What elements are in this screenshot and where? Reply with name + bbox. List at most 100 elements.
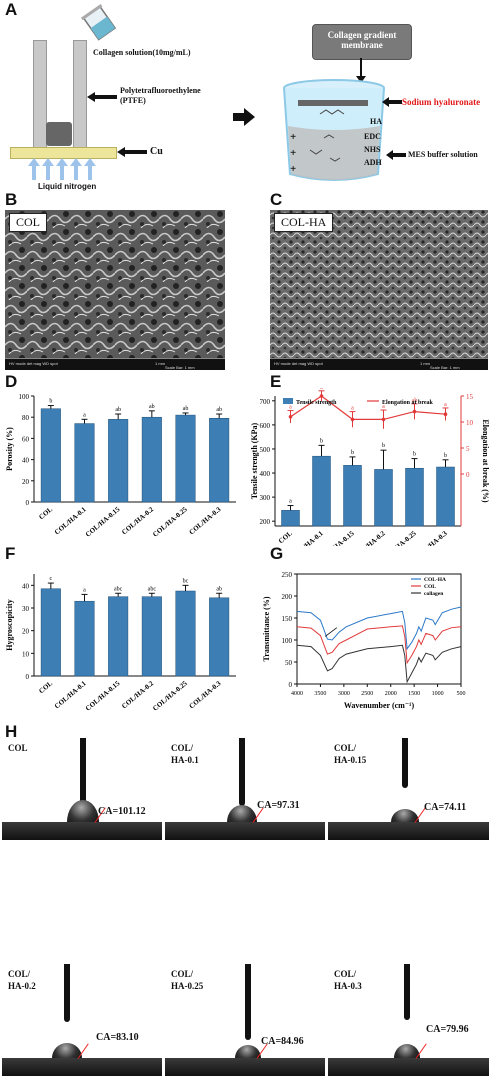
y-tick-label: 0 [289,681,293,689]
contact-angle-value: CA=101.12 [98,806,146,817]
syringe-needle [64,964,70,1022]
syringe-needle [402,738,408,788]
contact-angle-col-ha-0-2: COL/ HA-0.2 CA=83.10 [2,964,162,1076]
x-tick-label: COL [277,529,294,545]
sem-footer-scalebar-col-ha: Scale Bar: 1 mm [430,365,460,370]
water-droplet [52,1043,82,1058]
elongation-letter: b [320,388,323,391]
bar [374,469,393,527]
pouring-beaker-icon [80,4,117,41]
bar [175,414,196,503]
ptfe-mold-right-wall [73,40,87,150]
reaction-beaker-icon: + + + [283,79,385,181]
sem-sample-label-col: COL [9,213,47,232]
elongation-letter: a [351,406,354,412]
edc-reagent-label: EDC [364,132,381,141]
membrane-down-arrow [360,58,362,78]
water-droplet [227,805,257,822]
significance-letter: a [83,587,86,593]
y-tick-label: 40 [22,582,30,590]
y-tick-label: 600 [260,422,271,430]
contact-angle-sample-label: COL/ HA-0.15 [334,743,367,765]
adh-reagent-label: ADH [364,158,382,167]
sem-image-col-ha: COL-HA HV mode det mag WD spot 1 mm Scal… [270,210,488,370]
liquid-nitrogen-arrows-icon [28,158,96,180]
collagen-membrane-box: Collagen gradient membrane [312,24,412,60]
sem-texture-col-ha [270,210,488,360]
y-tick-label: 0 [26,499,30,507]
contact-angle-col: COL CA=101.12 [2,738,162,840]
x-tick-label: COL/HA-0.25 [151,505,189,539]
hygroscopicity-chart: 0 10 20 30 40 c COL a COL/HA-0.1 abc COL/HA-0.15 ab… [5,574,236,713]
svg-text:+: + [290,147,296,159]
legend-label-tensile: Tensile strength [296,400,337,406]
collagen-solution-label: Collagen solution(10mg/mL) [93,48,191,57]
elongation-letter: ab [412,398,418,404]
y-tick-label: 700 [260,398,271,406]
sem-footer-params-col-ha: HV mode det mag WD spot [274,361,323,366]
significance-letter: b [444,453,447,459]
sem-info-bar-col-ha: HV mode det mag WD spot 1 mm Scale Bar: … [270,358,488,370]
sample-surface [328,1058,489,1076]
panel-label-h: H [5,722,18,741]
significance-letter: b [49,399,52,405]
x-tick-label: COL/HA-0.1 [53,505,88,536]
panel-label-a: A [5,0,18,19]
sem-footer-scalebar-col: Scale Bar: 1 mm [165,365,195,370]
sodium-hyaluronate-label: Sodium hyaluronate [402,97,481,107]
x-tick-label: 1500 [408,691,420,697]
x-tick-label: COL [37,505,54,521]
schematic-panel-a: Liquid nitrogen Collagen solution(10mg/m… [0,0,491,195]
annotation-arrow [324,627,338,637]
bar [108,596,129,677]
panel-label-b: B [5,190,18,209]
sem-image-col: COL HV mode det mag WD spot 1 mm Scale B… [5,210,225,370]
elongation-letter: a [382,404,385,410]
plot-frame [296,573,462,685]
elongation-letter: a [289,405,292,411]
bar [436,466,455,527]
contact-angle-value: CA=74.11 [424,802,467,813]
ha-reagent-label: HA [370,117,382,126]
secondary-y-tick-label: 5 [466,445,470,453]
x-tick-label: 3500 [314,691,326,697]
y-tick-label: 200 [260,518,271,526]
significance-letter: b [320,438,323,444]
y-tick-label: 0 [26,673,30,681]
x-tick-label: COL/HA-0.1 [53,679,88,710]
y-axis-label: Tensile strength (KPa) [250,422,259,499]
water-droplet [394,1044,420,1058]
significance-letter: bc [183,578,189,584]
collagen-sample-block [46,122,72,146]
ptfe-label-line1: Polytetrafluoroethylene [120,86,201,95]
ptfe-pointer-arrow [87,92,117,102]
significance-letter: abc [148,586,157,592]
significance-letter: ab [183,406,189,412]
mes-buffer-pointer [386,150,406,160]
secondary-y-tick-label: 0 [466,471,470,479]
spectrum-line-col-ha [296,606,462,651]
panel-label-g: G [270,544,284,563]
water-droplet [67,800,99,822]
membrane-down-arrowhead [356,76,366,83]
bar [312,455,331,527]
x-tick-label: COL/HA-0.3 [414,529,449,546]
bar [209,418,230,503]
contact-angle-value: CA=97.31 [257,800,300,811]
nhs-reagent-label: NHS [364,145,381,154]
significance-letter: b [382,443,385,449]
legend-label: COL-HA [424,577,446,583]
x-tick-label: 3000 [338,691,350,697]
sample-surface [2,1058,162,1076]
bar [343,465,362,527]
y-tick-label: 80 [22,414,30,422]
porosity-chart: 0 20 40 60 80 100 b COL a COL/HA-0.1 ab COL/HA-0.15… [5,393,236,539]
y-tick-label: 20 [22,628,30,636]
syringe-needle [245,964,251,1040]
x-tick-label: 500 [457,691,466,697]
water-droplet [235,1045,261,1058]
panel-label-e: E [270,372,282,391]
contact-angle-value: CA=79.96 [426,1024,469,1035]
contact-angle-sample-label: COL/ HA-0.2 [8,969,36,991]
contact-angle-col-ha-0-25: COL/ HA-0.25 CA=84.96 [165,964,325,1076]
